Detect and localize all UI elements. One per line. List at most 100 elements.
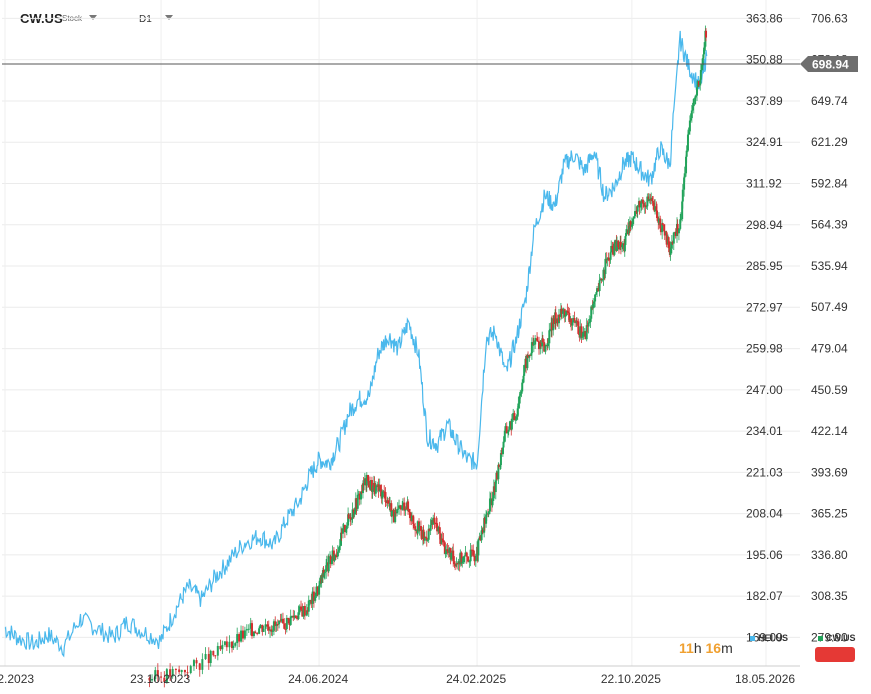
cw-candle-body <box>642 202 645 207</box>
cw-candle-body <box>444 552 447 554</box>
cw-candle-body <box>437 527 440 532</box>
cw-candle-body <box>243 630 246 639</box>
cw-candle-body <box>394 511 397 523</box>
cw-candle-body <box>340 532 343 534</box>
y-left-tick-label: 350.88 <box>746 53 783 67</box>
legend-item-hei[interactable]: HEI.US <box>750 633 788 643</box>
y-right-tick-label: 450.59 <box>811 383 848 397</box>
cw-candle-body <box>457 561 460 564</box>
cw-candle-body <box>322 570 325 576</box>
cw-candle-body <box>534 338 537 341</box>
cw-candle-body <box>462 556 465 563</box>
cw-candle-body <box>612 248 615 255</box>
cw-candle-body <box>414 529 417 531</box>
y-left-tick-label: 182.07 <box>746 589 783 603</box>
cw-candle-body <box>608 259 611 261</box>
cw-candle-body <box>690 110 693 119</box>
cw-candle-body <box>685 150 688 157</box>
cw-candle-body <box>456 563 459 565</box>
cw-candle-body <box>399 507 402 510</box>
cw-series-toggle-button[interactable] <box>815 647 855 662</box>
cw-candle-body <box>467 556 470 562</box>
cw-candle-body <box>307 600 310 612</box>
cw-candle-body <box>692 98 695 107</box>
cw-candle-body <box>568 312 571 322</box>
cw-candle-body <box>148 677 151 681</box>
symbol-dropdown-chevron-icon[interactable] <box>89 15 97 20</box>
cw-candle-body <box>655 206 658 211</box>
cw-candle-body <box>412 515 415 525</box>
cw-candle-body <box>483 518 486 524</box>
cw-candle-body <box>609 252 612 260</box>
y-right-tick-label: 308.35 <box>811 589 848 603</box>
y-left-tick-label: 208.04 <box>746 507 783 521</box>
cw-candle-body <box>544 346 547 352</box>
cw-candle-body <box>469 549 472 562</box>
cw-candle-body <box>502 441 505 448</box>
cw-candle-body <box>398 505 401 509</box>
cw-candle-body <box>644 205 647 208</box>
hei-line <box>4 30 708 658</box>
cw-candle-body <box>667 237 670 248</box>
timeframe-label[interactable]: D1 <box>139 14 152 25</box>
cw-candle-body <box>267 626 270 631</box>
cw-candle-body <box>694 97 697 99</box>
cw-candle-body <box>330 559 333 565</box>
cw-candle-body <box>433 517 436 523</box>
cw-candle-body <box>634 210 637 217</box>
cw-candle-body <box>204 653 207 660</box>
cw-candle-body <box>624 236 627 246</box>
cw-candle-body <box>547 343 550 347</box>
cw-candle-body <box>513 413 516 421</box>
last-price-value: 698.94 <box>812 58 849 72</box>
cw-candle-body <box>594 294 597 302</box>
y-right-tick-label: 621.29 <box>811 135 848 149</box>
cw-candle-body <box>450 552 453 560</box>
cw-candle-body <box>221 644 224 650</box>
cw-candle-body <box>455 563 458 567</box>
cw-candle-body <box>370 480 373 492</box>
cw-candle-body <box>570 318 573 326</box>
timeframe-dropdown-chevron-icon[interactable] <box>165 15 173 20</box>
cw-candle-body <box>681 201 684 220</box>
y-right-tick-label: 507.49 <box>811 300 848 314</box>
cw-candle-body <box>436 523 439 532</box>
cw-candle-body <box>405 508 408 510</box>
cw-candle-body <box>517 403 520 409</box>
cw-candle-body <box>454 564 457 567</box>
cw-candle-body <box>607 257 610 260</box>
cw-candle-body <box>650 197 653 200</box>
cw-candle-body <box>497 464 500 480</box>
cw-candle-body <box>408 509 411 513</box>
legend-item-cw[interactable]: CW.US <box>818 633 856 643</box>
cw-candle-body <box>587 322 590 327</box>
cw-candle-body <box>683 177 686 190</box>
cw-candle-body <box>269 629 272 631</box>
cw-candle-body <box>676 223 679 234</box>
cw-candle-body <box>183 669 186 673</box>
cw-candle-body <box>288 618 291 625</box>
countdown-h-unit: h <box>693 640 702 656</box>
cw-candle-body <box>178 669 181 673</box>
cw-candle-body <box>492 486 495 499</box>
cw-candle-body <box>703 46 706 48</box>
cw-candle-body <box>424 536 427 538</box>
cw-candle-body <box>327 556 330 572</box>
cw-candle-body <box>416 521 419 534</box>
cw-candle-body <box>318 582 321 586</box>
countdown-minutes: 16 <box>705 640 722 656</box>
cw-candle-body <box>419 526 422 531</box>
cw-candle-body <box>180 669 183 673</box>
cw-candle-body <box>508 421 511 430</box>
cw-candle-body <box>358 493 361 500</box>
cw-candle-body <box>687 131 690 135</box>
cw-candle-body <box>705 30 708 38</box>
cw-candle-body <box>359 491 362 500</box>
cw-candle-body <box>314 596 317 601</box>
cw-candle-body <box>367 481 370 484</box>
cw-candle-body <box>285 617 288 630</box>
cw-candle-body <box>428 528 431 531</box>
cw-candle-body <box>663 224 666 231</box>
cw-candle-body <box>347 514 350 526</box>
